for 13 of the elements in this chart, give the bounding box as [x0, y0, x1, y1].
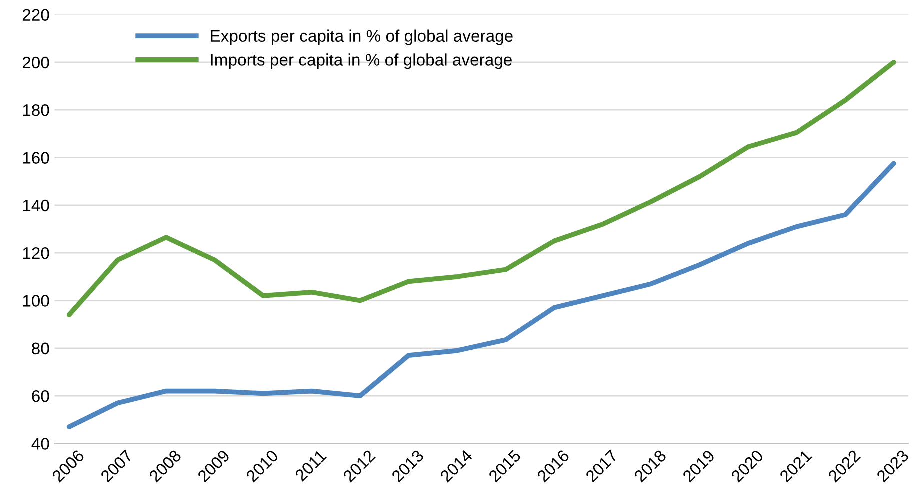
legend-label: Imports per capita in % of global average [211, 54, 512, 70]
y-tick-label: 140 [23, 200, 50, 212]
legend-label: Exports per capita in % of global average [211, 30, 513, 46]
y-tick-label: 120 [23, 247, 50, 260]
y-tick-label: 160 [23, 152, 50, 164]
y-tick-label: 220 [22, 9, 50, 21]
y-tick-label: 60 [32, 390, 50, 402]
y-tick-label: 80 [32, 342, 50, 355]
y-tick-label: 40 [32, 438, 50, 450]
y-tick-label: 200 [22, 56, 50, 69]
y-tick-label: 180 [23, 104, 50, 116]
line-series [66, 161, 896, 430]
y-tick-label: 100 [23, 295, 50, 307]
